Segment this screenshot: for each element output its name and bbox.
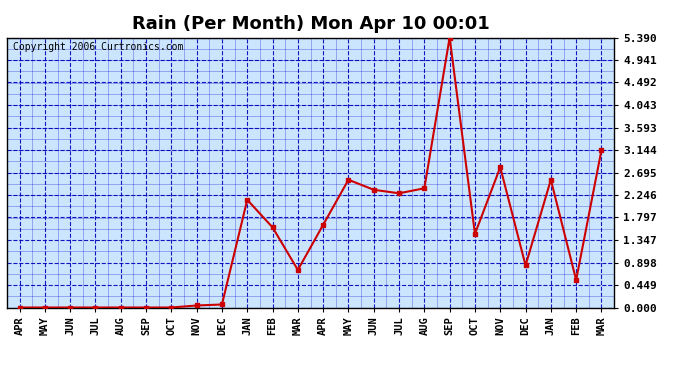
Text: Rain (Per Month) Mon Apr 10 00:01: Rain (Per Month) Mon Apr 10 00:01 — [132, 15, 489, 33]
Text: Copyright 2006 Curtronics.com: Copyright 2006 Curtronics.com — [13, 42, 184, 51]
